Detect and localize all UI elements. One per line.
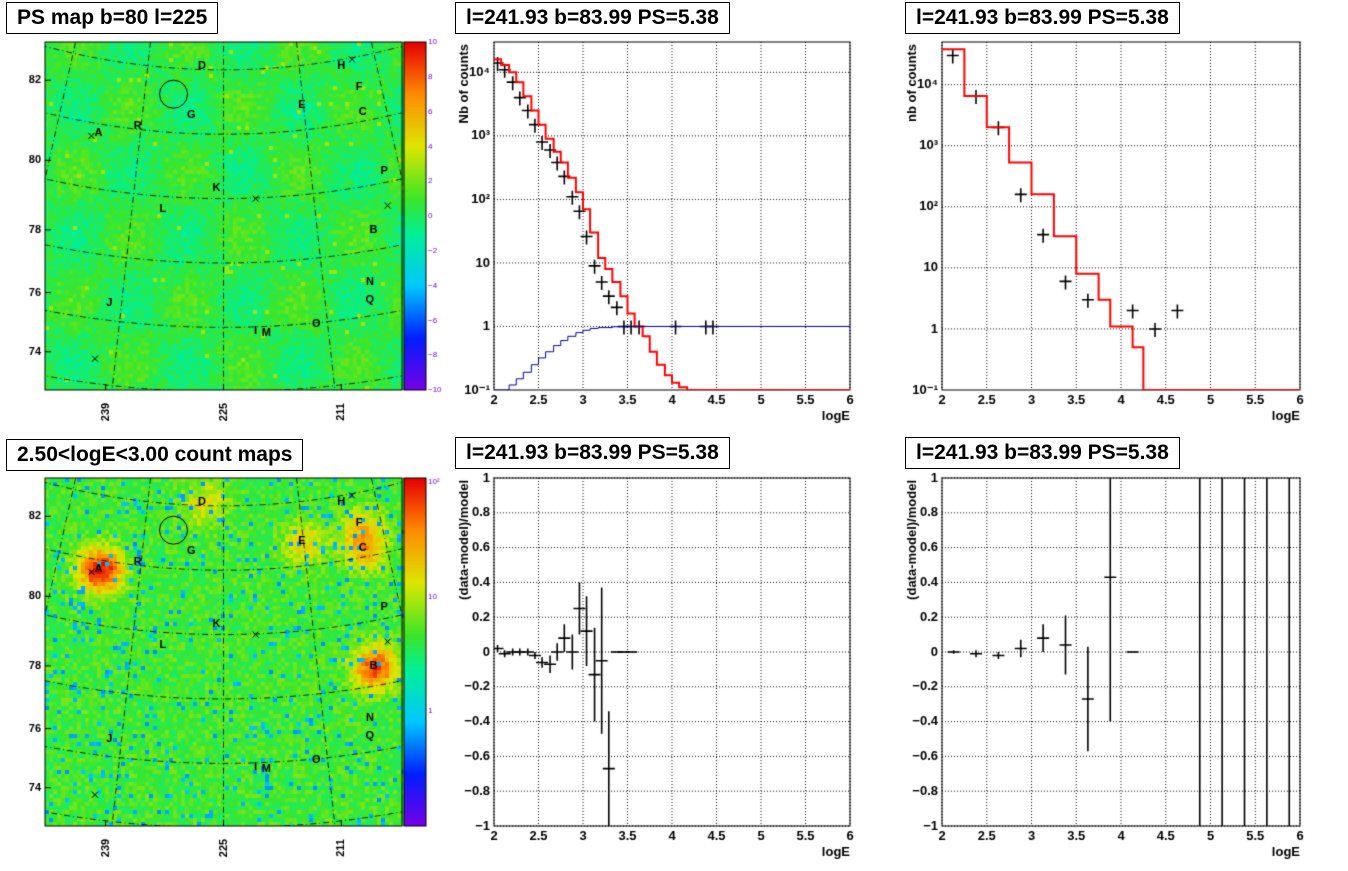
residual-unfolded-title: l=241.93 b=83.99 PS=5.38 xyxy=(905,437,1180,469)
count-map-title: 2.50<logE<3.00 count maps xyxy=(6,439,304,471)
residual-title: l=241.93 b=83.99 PS=5.38 xyxy=(455,437,730,469)
spectrum-title: l=241.93 b=83.99 PS=5.38 xyxy=(455,2,730,34)
spectrum-unfolded-title: l=241.93 b=83.99 PS=5.38 xyxy=(905,2,1180,34)
ps-map-title: PS map b=80 l=225 xyxy=(6,2,219,34)
